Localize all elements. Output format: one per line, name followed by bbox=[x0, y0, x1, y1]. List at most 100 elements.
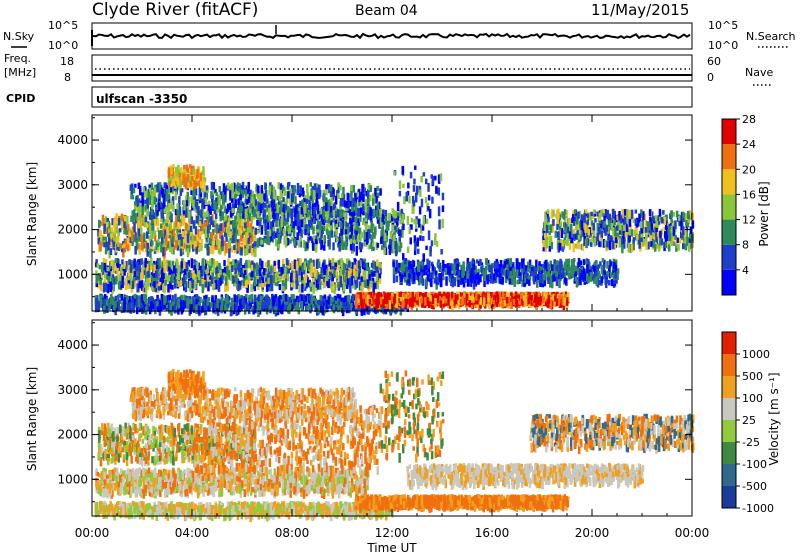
power-echo-cell bbox=[364, 280, 367, 288]
power-echo-cell bbox=[219, 208, 222, 217]
power-echo-cell bbox=[186, 173, 190, 179]
power-echo-cell bbox=[212, 229, 215, 239]
power-echo-cell bbox=[342, 186, 345, 195]
power-echo-cell bbox=[106, 222, 109, 227]
power-echo-cell bbox=[172, 247, 175, 255]
power-echo-cell bbox=[264, 281, 267, 286]
power-echo-cell bbox=[115, 213, 118, 223]
power-echo-cell bbox=[117, 218, 121, 226]
power-echo-cell bbox=[323, 235, 327, 243]
power-echo-cell bbox=[221, 278, 224, 284]
power-echo-cell bbox=[180, 261, 183, 269]
power-echo-cell bbox=[346, 200, 349, 209]
power-echo-cell bbox=[317, 299, 320, 305]
power-echo-cell bbox=[198, 231, 202, 237]
power-echo-cell bbox=[273, 189, 276, 200]
power-echo-cell bbox=[275, 297, 279, 307]
power-echo-cell bbox=[106, 218, 109, 223]
power-echo-cell bbox=[320, 300, 324, 309]
power-echo-cell bbox=[120, 266, 123, 274]
power-echo-cell bbox=[365, 304, 369, 311]
power-echo-cell bbox=[263, 218, 266, 224]
power-echo-cell bbox=[234, 215, 237, 226]
power-echo-cell bbox=[308, 236, 312, 241]
power-echo-cell bbox=[371, 193, 375, 199]
power-echo-cell bbox=[301, 199, 304, 208]
power-echo-cell bbox=[233, 303, 237, 313]
power-echo-cell bbox=[352, 268, 356, 277]
power-echo-cell bbox=[399, 306, 403, 311]
power-echo-cell bbox=[300, 228, 303, 233]
power-echo-cell bbox=[174, 279, 177, 289]
power-echo-cell bbox=[337, 260, 341, 265]
power-echo-cell bbox=[128, 263, 131, 269]
power-echo-cell bbox=[206, 233, 210, 238]
power-echo-cell bbox=[223, 260, 226, 267]
power-echo-cell bbox=[108, 248, 111, 259]
power-echo-cell bbox=[298, 241, 301, 248]
power-echo-cell bbox=[270, 283, 274, 292]
power-echo-cell bbox=[382, 240, 386, 249]
power-echo-cell bbox=[333, 270, 336, 277]
power-echo-cell bbox=[338, 294, 342, 299]
power-echo-cell bbox=[185, 197, 189, 207]
power-echo-cell bbox=[345, 306, 348, 311]
power-echo-cell bbox=[152, 273, 156, 283]
power-echo-cell bbox=[203, 177, 207, 183]
power-echo-cell bbox=[173, 244, 176, 250]
power-echo-cell bbox=[336, 209, 340, 218]
power-echo-cell bbox=[247, 237, 250, 243]
power-echo-cell bbox=[150, 296, 154, 303]
power-echo-cell bbox=[169, 303, 173, 313]
power-echo-cell bbox=[251, 200, 255, 207]
power-echo-cell bbox=[188, 171, 192, 177]
power-echo-cell bbox=[185, 208, 188, 218]
power-echo-cell bbox=[259, 219, 262, 227]
power-echo-cell bbox=[323, 205, 326, 211]
power-echo-cell bbox=[138, 280, 141, 289]
power-echo-cell bbox=[253, 303, 257, 310]
power-echo-cell bbox=[352, 283, 355, 289]
power-echo-cell bbox=[365, 190, 368, 197]
power-echo-cell bbox=[258, 306, 262, 315]
power-echo-cell bbox=[114, 295, 117, 301]
power-echo-cell bbox=[197, 235, 200, 245]
power-echo-cell bbox=[320, 279, 324, 285]
power-echo-cell bbox=[315, 183, 319, 189]
power-echo-cell bbox=[350, 261, 353, 267]
power-echo-cell bbox=[114, 216, 117, 227]
power-echo-cell bbox=[241, 296, 244, 305]
power-echo-cell bbox=[123, 297, 126, 305]
power-echo-cell bbox=[192, 187, 195, 197]
power-echo-cell bbox=[355, 245, 358, 256]
power-echo-cell bbox=[194, 261, 197, 266]
power-echo-cell bbox=[223, 205, 227, 213]
power-echo-cell bbox=[274, 306, 277, 313]
power-echo-cell bbox=[249, 222, 253, 231]
power-echo-cell bbox=[94, 306, 98, 313]
power-echo-cell bbox=[289, 302, 292, 309]
power-echo-cell bbox=[106, 284, 110, 294]
power-echo-cell bbox=[335, 304, 339, 311]
power-echo-cell bbox=[141, 206, 144, 216]
power-echo-cell bbox=[312, 299, 316, 307]
power-echo-cell bbox=[274, 204, 277, 209]
power-echo-cell bbox=[110, 294, 113, 304]
power-echo-cell bbox=[304, 274, 307, 283]
power-echo-cell bbox=[374, 187, 377, 197]
power-echo-cell bbox=[348, 277, 352, 287]
power-echo-cell bbox=[225, 243, 228, 254]
power-echo-cell bbox=[243, 270, 247, 275]
power-echo-cell bbox=[187, 260, 190, 267]
power-echo-cell bbox=[367, 266, 371, 276]
power-echo-cell bbox=[308, 264, 312, 272]
power-echo-cell bbox=[261, 273, 265, 283]
power-echo-cell bbox=[360, 276, 363, 286]
power-echo-cell bbox=[204, 221, 207, 227]
power-echo-cell bbox=[352, 206, 355, 217]
power-echo-cell bbox=[197, 305, 200, 315]
power-echo-cell bbox=[120, 274, 124, 283]
power-echo-cell bbox=[199, 271, 203, 280]
power-echo-cell bbox=[245, 263, 248, 274]
